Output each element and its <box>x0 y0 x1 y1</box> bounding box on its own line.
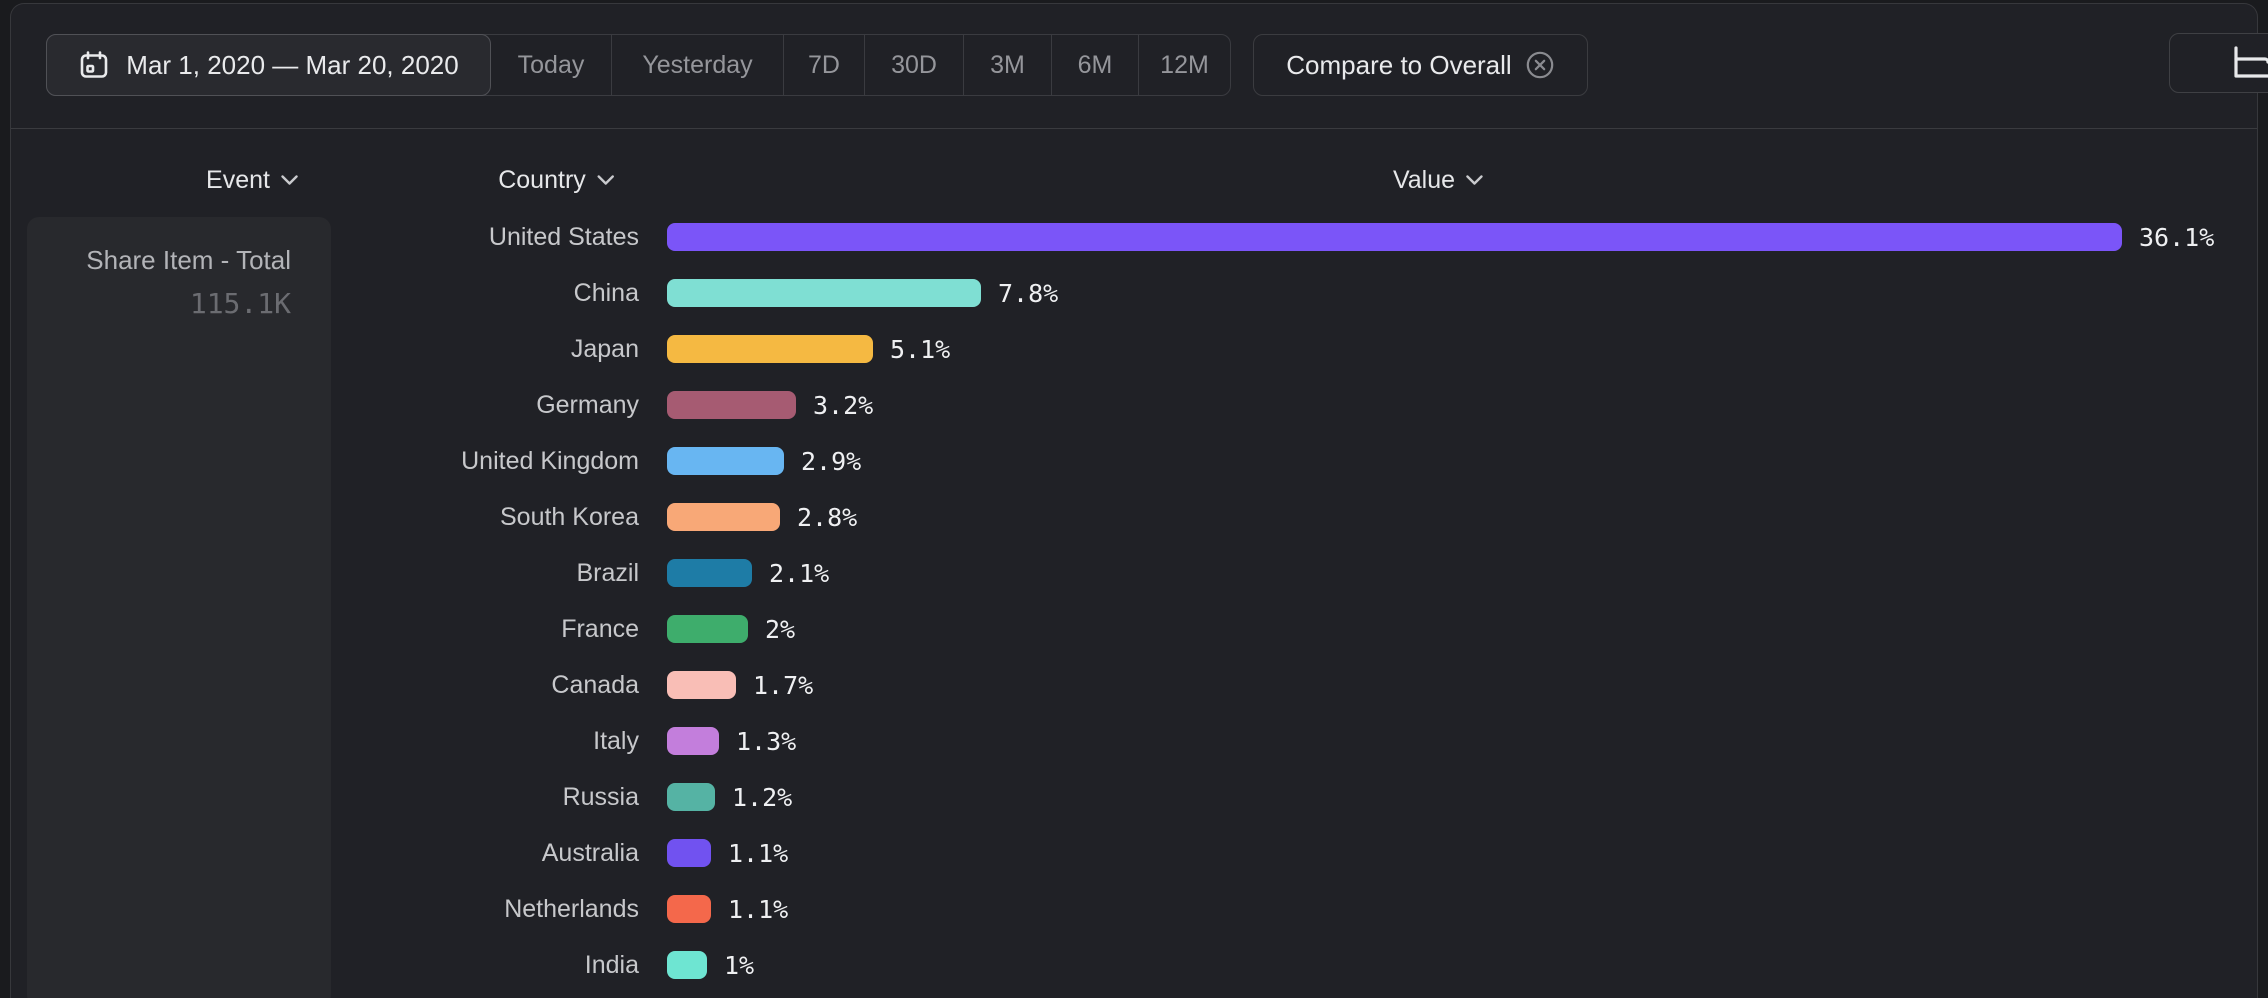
event-header-label: Event <box>206 166 270 194</box>
compare-label: Compare to Overall <box>1286 49 1512 80</box>
bar-chart: United States 36.1% China 7.8% Japan 5.1% Germ… <box>11 209 2257 993</box>
country-label: Netherlands <box>504 894 639 923</box>
preset-button-today[interactable]: Today <box>517 50 585 79</box>
toolbar: Mar 1, 2020 — Mar 20, 2020 Today Yesterda… <box>11 4 2257 129</box>
value-bar[interactable] <box>667 839 711 867</box>
value-header-label: Value <box>1392 166 1456 194</box>
table-row: Australia 1.1% <box>11 825 2257 881</box>
table-row: Germany 3.2% <box>11 377 2257 433</box>
value-label: 36.1% <box>2139 222 2215 252</box>
value-bar[interactable] <box>667 223 2122 251</box>
country-label: Canada <box>551 670 639 699</box>
table-row: Netherlands 1.1% <box>11 881 2257 937</box>
event-total: 115.1K <box>189 286 291 320</box>
country-label: Germany <box>536 390 639 419</box>
value-label: 5.1% <box>890 334 951 364</box>
value-bar[interactable] <box>667 951 707 979</box>
chevron-down-icon <box>597 175 614 186</box>
table-row: Russia 1.2% <box>11 769 2257 825</box>
value-bar[interactable] <box>667 559 752 587</box>
table-row: China 7.8% <box>11 265 2257 321</box>
preset-button-yesterday[interactable]: Yesterday <box>611 35 783 95</box>
country-label: China <box>573 278 639 307</box>
chart-type-button[interactable] <box>2169 33 2268 93</box>
value-bar[interactable] <box>667 895 711 923</box>
preset-button-30d[interactable]: 30D <box>864 35 963 95</box>
column-header-event[interactable]: Event <box>206 166 298 195</box>
preset-buttons: Today Yesterday 7D 30D 3M 6M 12M <box>491 35 1230 95</box>
value-bar[interactable] <box>667 615 748 643</box>
country-label: India <box>584 950 639 979</box>
value-bar[interactable] <box>667 727 719 755</box>
table-row: Japan 5.1% <box>11 321 2257 377</box>
column-header-value[interactable]: Value <box>1393 166 1483 195</box>
value-label: 1.7% <box>753 670 814 700</box>
country-label: Japan <box>570 334 639 363</box>
table-row: India 1% <box>11 937 2257 993</box>
compare-to-overall-button[interactable]: Compare to Overall <box>1253 34 1588 96</box>
table-row: Canada 1.7% <box>11 657 2257 713</box>
value-bar[interactable] <box>667 391 796 419</box>
value-bar[interactable] <box>667 447 784 475</box>
preset-button-12m[interactable]: 12M <box>1138 35 1230 95</box>
country-label: South Korea <box>500 502 639 531</box>
table-row: United Kingdom 2.9% <box>11 433 2257 489</box>
value-bar[interactable] <box>667 671 736 699</box>
country-label: United States <box>488 222 639 251</box>
value-label: 2.9% <box>801 446 862 476</box>
value-label: 1% <box>724 950 755 980</box>
value-label: 1.1% <box>728 838 789 868</box>
country-label: Brazil <box>576 558 639 587</box>
table-row: Brazil 2.1% <box>11 545 2257 601</box>
country-header-label: Country <box>498 166 586 194</box>
table-row: South Korea 2.8% <box>11 489 2257 545</box>
table-row: United States 36.1% <box>11 209 2257 265</box>
country-label: United Kingdom <box>461 446 639 475</box>
chevron-down-icon <box>281 175 298 186</box>
value-label: 2.1% <box>769 558 830 588</box>
column-header-country[interactable]: Country <box>498 166 614 195</box>
preset-button-7d[interactable]: 7D <box>783 35 864 95</box>
country-label: Russia <box>562 782 639 811</box>
value-label: 1.2% <box>732 782 793 812</box>
date-controls-group: Mar 1, 2020 — Mar 20, 2020 Today Yesterda… <box>46 34 1231 96</box>
event-panel[interactable]: Share Item - Total 115.1K <box>27 217 331 998</box>
country-label: France <box>561 614 639 643</box>
value-label: 2.8% <box>797 502 858 532</box>
event-name: Share Item - Total <box>86 245 291 275</box>
value-label: 2% <box>765 614 796 644</box>
table-row: Italy 1.3% <box>11 713 2257 769</box>
country-label: Australia <box>541 838 639 867</box>
preset-button-3m[interactable]: 3M <box>963 35 1051 95</box>
analytics-card: Mar 1, 2020 — Mar 20, 2020 Today Yesterda… <box>10 3 2258 998</box>
value-label: 1.1% <box>728 894 789 924</box>
chart-content: Event Country Value Share Item - Total 1… <box>11 129 2257 998</box>
value-label: 7.8% <box>998 278 1059 308</box>
value-bar[interactable] <box>667 503 780 531</box>
value-bar[interactable] <box>667 279 981 307</box>
value-bar[interactable] <box>667 783 715 811</box>
circle-x-icon[interactable] <box>1525 50 1555 80</box>
value-label: 3.2% <box>813 390 874 420</box>
country-label: Italy <box>593 726 639 755</box>
value-bar[interactable] <box>667 335 873 363</box>
calendar-icon <box>78 49 110 81</box>
date-range-picker[interactable]: Mar 1, 2020 — Mar 20, 2020 <box>46 34 491 96</box>
horizontal-bar-chart-icon <box>2233 45 2268 83</box>
chevron-down-icon <box>1466 175 1483 186</box>
value-label: 1.3% <box>736 726 797 756</box>
preset-button-6m[interactable]: 6M <box>1051 35 1138 95</box>
table-row: France 2% <box>11 601 2257 657</box>
date-range-label: Mar 1, 2020 — Mar 20, 2020 <box>126 49 459 80</box>
